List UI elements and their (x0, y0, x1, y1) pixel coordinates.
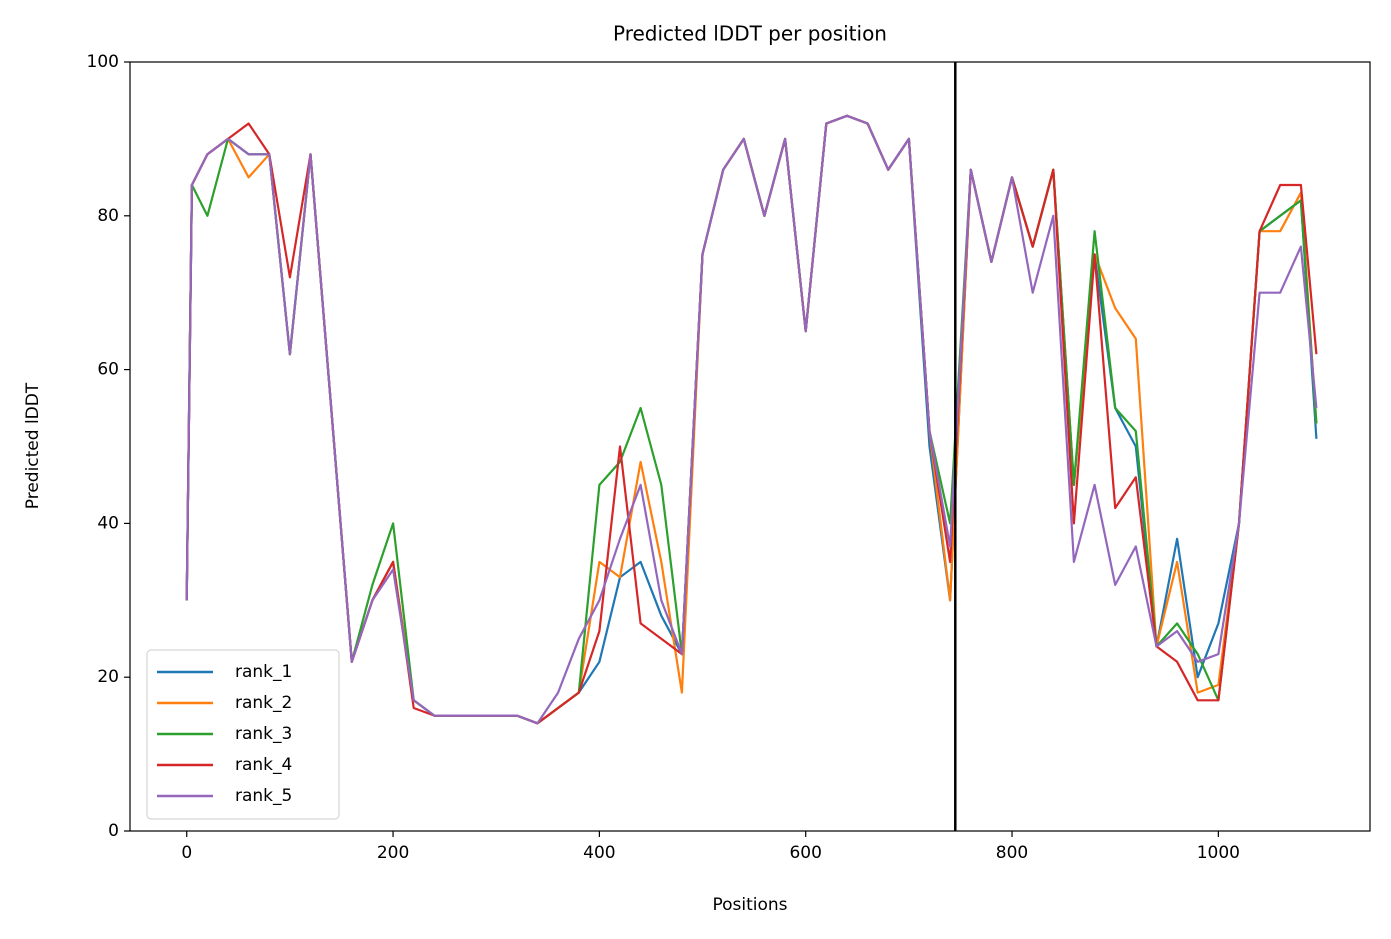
plot-frame (129, 61, 1371, 832)
legend-box (146, 649, 340, 820)
x-tick-label: 800 (996, 843, 1028, 863)
legend-label: rank_5 (235, 786, 292, 806)
series-line (185, 114, 1318, 725)
y-tick-label: 20 (97, 667, 119, 687)
y-tick-label: 60 (97, 360, 119, 380)
y-tick-label: 100 (87, 52, 119, 72)
x-tick-label: 600 (789, 843, 821, 863)
series-line (185, 114, 1318, 725)
y-tick-label: 0 (108, 821, 119, 841)
x-tick-label: 1000 (1197, 843, 1240, 863)
series-line (185, 114, 1318, 725)
legend-label: rank_4 (235, 755, 292, 775)
x-tick-label: 0 (181, 843, 192, 863)
legend-label: rank_1 (235, 662, 292, 682)
y-axis-label: Predicted lDDT (23, 382, 43, 509)
chart-title: Predicted lDDT per position (613, 22, 887, 46)
x-axis-label: Positions (712, 895, 787, 915)
series-line (185, 114, 1318, 725)
y-tick-label: 80 (97, 206, 119, 226)
series-line (185, 114, 1318, 725)
y-tick-label: 40 (97, 513, 119, 533)
x-tick-label: 200 (377, 843, 409, 863)
x-tick-label: 400 (583, 843, 615, 863)
legend-label: rank_2 (235, 693, 292, 713)
legend-label: rank_3 (235, 724, 292, 744)
